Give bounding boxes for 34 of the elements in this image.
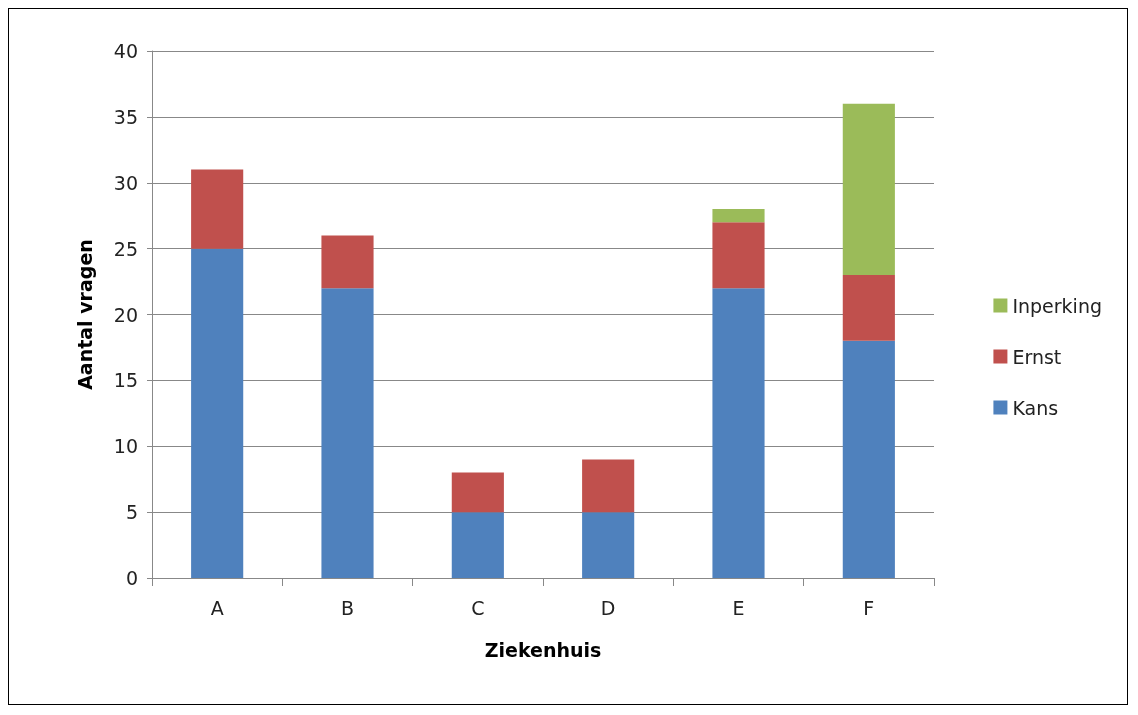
legend-label: Kans (1012, 396, 1059, 419)
bar (321, 235, 374, 289)
bar (191, 248, 244, 578)
x-tick-label: C (471, 596, 485, 619)
bar (842, 274, 895, 341)
x-tick-label: D (600, 596, 616, 619)
bar (582, 459, 635, 513)
y-tick-label: 10 (113, 435, 138, 458)
bar (712, 209, 765, 223)
x-tick-label: B (340, 596, 355, 619)
bar (451, 512, 504, 578)
bar (451, 472, 504, 513)
legend-label: Inperking (1012, 294, 1102, 317)
bar (191, 169, 244, 249)
bar (321, 288, 374, 578)
bar (842, 340, 895, 578)
y-tick-label: 40 (113, 40, 138, 62)
y-tick-label: 20 (113, 303, 138, 326)
y-tick-label: 25 (113, 237, 138, 260)
x-axis-title: Ziekenhuis (484, 638, 602, 661)
x-tick-label: F (863, 596, 875, 619)
y-tick-label: 0 (125, 567, 138, 589)
bar (582, 512, 635, 578)
y-tick-label: 30 (113, 171, 138, 194)
y-tick-label: 5 (125, 501, 138, 524)
x-tick-label: A (210, 596, 224, 619)
y-tick-label: 15 (113, 369, 138, 392)
bar (712, 222, 765, 289)
bar (712, 288, 765, 578)
bar (842, 103, 895, 275)
y-axis-title: Aantal vragen (73, 239, 96, 390)
x-tick-label: E (732, 596, 745, 619)
legend-label: Ernst (1012, 345, 1062, 368)
y-tick-label: 35 (113, 105, 138, 128)
